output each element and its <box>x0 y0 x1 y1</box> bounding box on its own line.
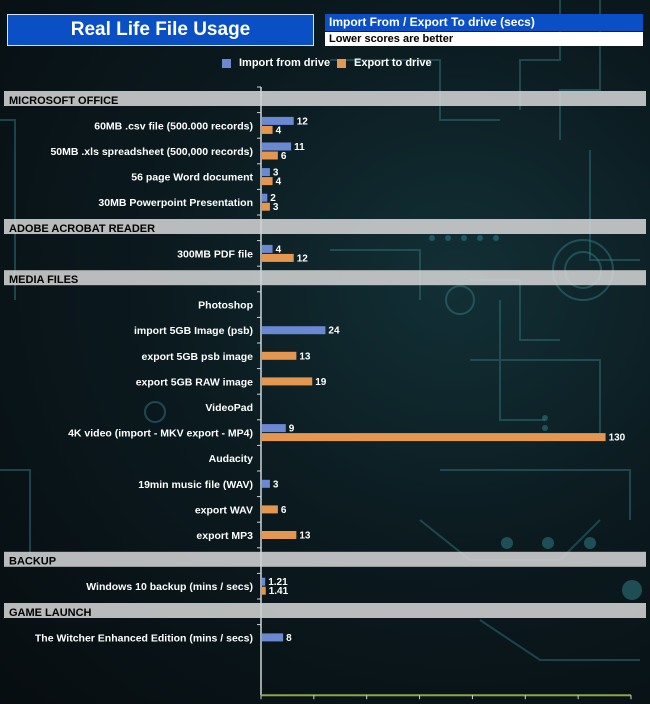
bar-export <box>262 351 297 360</box>
bar-export <box>262 125 273 134</box>
category-label: export WAV <box>195 504 253 516</box>
section-band <box>4 91 646 106</box>
legend-export-swatch <box>337 58 346 68</box>
category-label: Audacity <box>209 453 254 465</box>
chart-subtitle: Import From / Export To drive (secs) <box>325 14 643 31</box>
section-label: BACKUP <box>9 556 56 568</box>
bar-import <box>262 326 326 335</box>
section-label: MICROSOFT OFFICE <box>9 95 118 107</box>
bar-export <box>262 253 294 262</box>
data-label-export: 6 <box>281 505 287 516</box>
category-label: 300MB PDF file <box>177 248 253 260</box>
data-label-import: 9 <box>289 424 295 435</box>
category-label: VideoPad <box>205 402 253 414</box>
bar-import <box>262 244 273 253</box>
bar-export <box>262 177 273 186</box>
data-label-export: 130 <box>609 433 626 444</box>
legend-export-label: Export to drive <box>354 57 432 69</box>
data-label-import: 1.21 <box>268 577 288 588</box>
data-label-export: 19 <box>315 377 327 388</box>
category-label: 30MB Powerpoint Presentation <box>98 197 253 209</box>
legend-import: Import from drive <box>222 57 330 69</box>
section-label: MEDIA FILES <box>9 274 78 286</box>
data-label-import: 3 <box>273 479 279 490</box>
chart-note: Lower scores are better <box>325 32 643 46</box>
section-label: GAME LAUNCH <box>9 607 92 619</box>
bar-export <box>262 377 313 386</box>
bar-import <box>262 168 270 177</box>
section-band <box>4 603 646 618</box>
category-label: export 5GB RAW image <box>136 376 253 388</box>
data-label-export: 4 <box>276 125 282 136</box>
section-band <box>4 219 646 234</box>
bar-import <box>262 193 268 202</box>
data-label-import: 12 <box>297 116 309 127</box>
data-label-import: 4 <box>276 244 282 255</box>
section-band <box>4 551 646 567</box>
bar-import <box>262 577 266 586</box>
category-label: 50MB .xls spreadsheet (500,000 records) <box>50 146 253 158</box>
bar-import <box>262 424 286 433</box>
data-label-export: 3 <box>273 202 279 213</box>
category-label: export MP3 <box>196 530 253 542</box>
bar-export <box>262 505 278 514</box>
legend-import-swatch <box>222 58 231 68</box>
category-label: import 5GB Image (psb) <box>134 325 253 337</box>
bar-export <box>262 202 270 211</box>
data-label-import: 2 <box>270 193 276 204</box>
data-label-export: 4 <box>276 177 282 188</box>
data-label-export: 12 <box>297 253 309 264</box>
legend-export: Export to drive <box>337 57 432 69</box>
category-label: 56 page Word document <box>131 172 253 184</box>
data-label-export: 13 <box>299 531 311 542</box>
data-label-import: 8 <box>286 633 292 644</box>
data-label-export: 6 <box>281 151 287 162</box>
bar-import <box>262 116 294 125</box>
data-label-import: 11 <box>294 142 305 153</box>
data-label-import: 24 <box>328 326 340 337</box>
bar-export <box>262 586 266 595</box>
section-label: ADOBE ACROBAT READER <box>9 223 155 235</box>
bar-export <box>262 433 606 442</box>
category-label: 19min music file (WAV) <box>138 479 253 491</box>
data-label-export: 1.41 <box>269 586 289 597</box>
chart-title: Real Life File Usage <box>7 14 314 46</box>
bar-import <box>262 479 270 488</box>
category-label: Windows 10 backup (mins / secs) <box>86 581 253 593</box>
category-label: 60MB .csv file (500.000 records) <box>94 120 253 132</box>
category-label: The Witcher Enhanced Edition (mins / sec… <box>35 632 253 644</box>
legend-import-label: Import from drive <box>239 57 331 69</box>
category-label: export 5GB psb image <box>142 351 254 363</box>
category-label: Photoshop <box>198 300 253 312</box>
data-label-import: 3 <box>273 168 279 179</box>
bar-import <box>262 142 292 151</box>
category-label: 4K video (import - MKV export - MP4) <box>68 428 253 440</box>
data-label-export: 13 <box>299 351 311 362</box>
section-band <box>4 270 646 286</box>
bar-export <box>262 151 278 160</box>
bar-export <box>262 531 297 539</box>
bar-import <box>262 633 284 642</box>
